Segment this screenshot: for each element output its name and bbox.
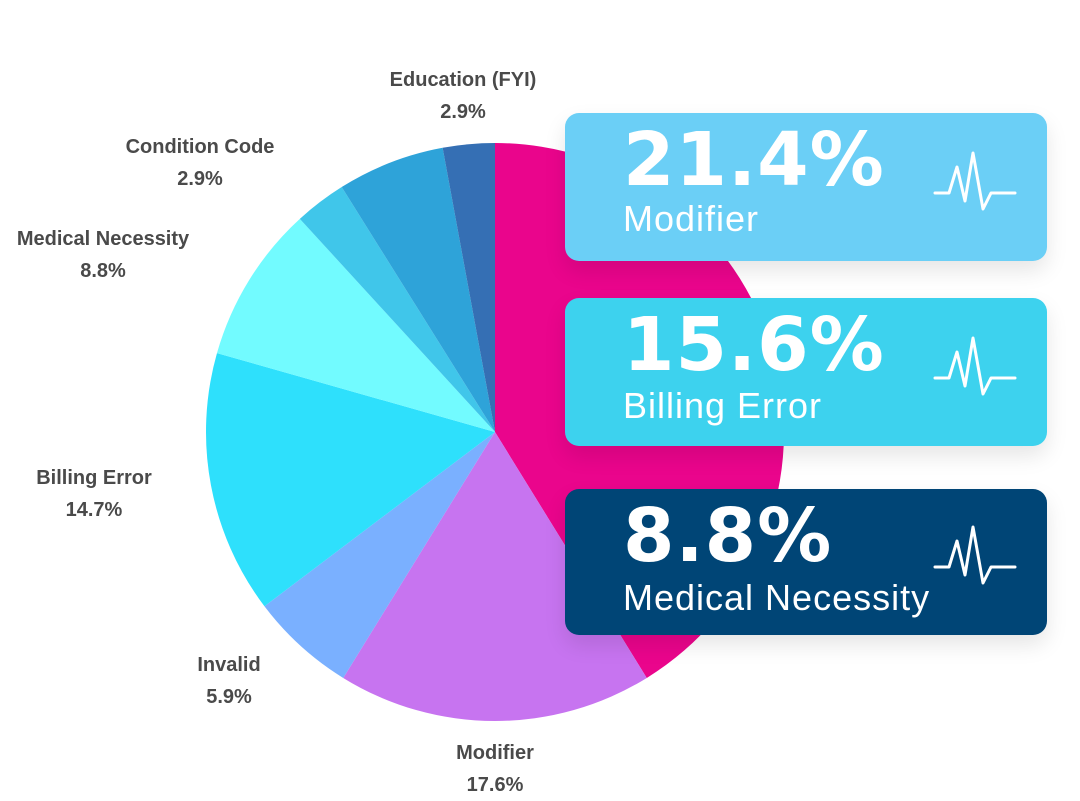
stat-value: 21.4% <box>623 117 885 203</box>
pie-slice-medical-necessity <box>216 218 495 432</box>
stat-card-medical-necessity: 8.8% Medical Necessity <box>565 489 1047 635</box>
heartbeat-icon <box>933 525 1017 585</box>
slice-label-name: Billing Error <box>36 467 152 489</box>
pie-slice-billing-error <box>205 353 495 607</box>
slice-label-name: Invalid <box>197 654 261 676</box>
stat-value: 8.8% <box>623 493 833 579</box>
pie-slice-invalid <box>264 432 495 678</box>
pie-slice-condition-code <box>299 187 495 432</box>
stat-value: 15.6% <box>623 302 885 388</box>
slice-label-percent: 17.6% <box>466 774 524 796</box>
stat-label: Modifier <box>623 198 760 239</box>
slice-label-billing-error: Billing Error 14.7% <box>36 462 152 526</box>
slice-label-name: Modifier <box>456 742 534 764</box>
pie-slice-education-fyi <box>442 143 495 432</box>
slice-label-invalid: Invalid 5.9% <box>197 649 260 713</box>
heartbeat-icon <box>933 151 1017 211</box>
stat-label: Medical Necessity <box>623 577 931 618</box>
slice-label-education: Education (FYI) 2.9% <box>390 64 537 128</box>
slice-label-percent: 14.7% <box>65 499 123 521</box>
slice-label-percent: 2.9% <box>177 168 223 190</box>
slice-label-modifier: Modifier 17.6% <box>456 737 534 801</box>
slice-label-percent: 2.9% <box>440 101 486 123</box>
stat-label: Billing Error <box>623 385 823 426</box>
heartbeat-icon <box>933 336 1017 396</box>
slice-label-condition-code: Condition Code 2.9% <box>126 131 275 195</box>
slice-label-name: Medical Necessity <box>16 228 190 250</box>
slice-label-percent: 5.9% <box>206 686 252 708</box>
pie-slice-unlabeled-7 <box>341 147 495 432</box>
slice-label-name: Education (FYI) <box>389 69 537 91</box>
slice-label-name: Condition Code <box>125 136 275 158</box>
slice-label-percent: 8.8% <box>80 260 126 282</box>
stat-card-modifier: 21.4% Modifier <box>565 113 1047 261</box>
slice-label-medical-necessity: Medical Necessity 8.8% <box>17 223 189 287</box>
pie-slice-modifier <box>343 432 647 722</box>
stat-card-billing-error: 15.6% Billing Error <box>565 298 1047 446</box>
